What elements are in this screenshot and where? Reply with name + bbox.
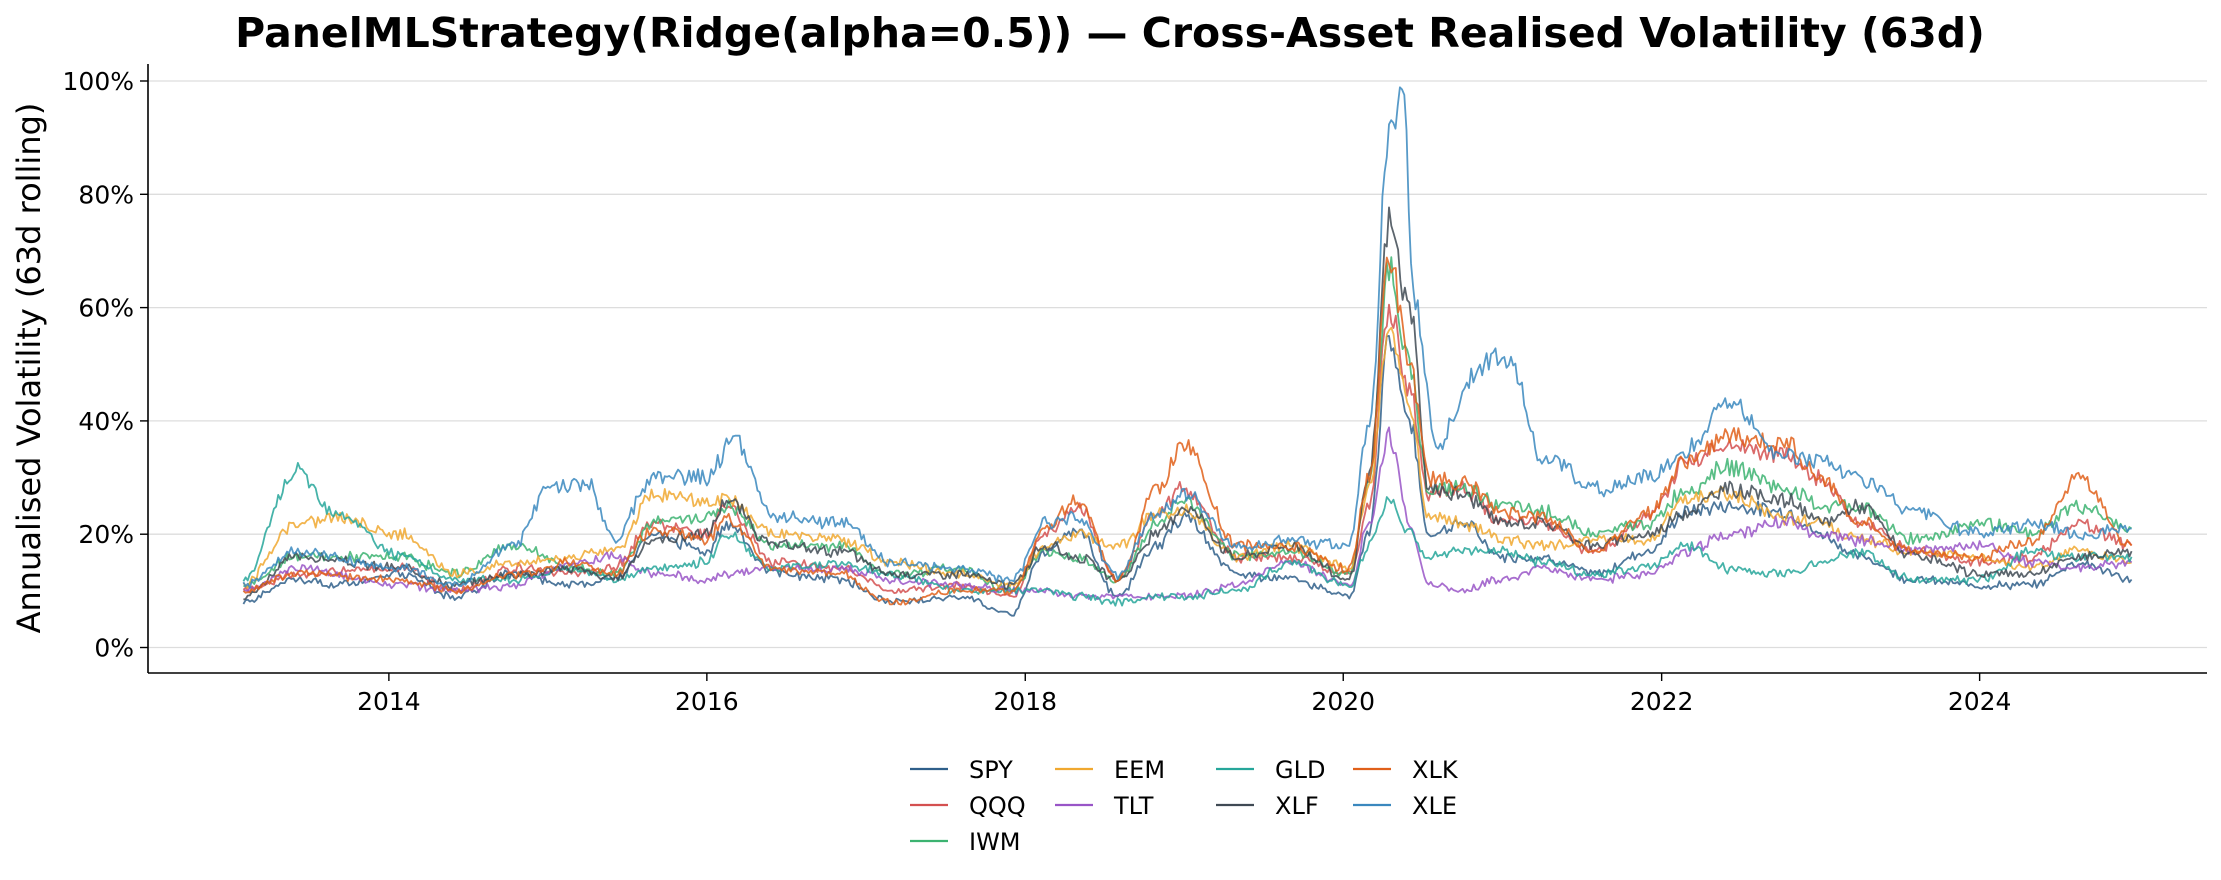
y-tick-label: 100%: [63, 67, 134, 96]
x-tick-label: 2016: [675, 687, 739, 716]
legend-item-gld: GLD: [1216, 756, 1325, 784]
legend-label: TLT: [1113, 792, 1154, 820]
legend-item-spy: SPY: [910, 756, 1013, 784]
y-axis-label: Annualised Volatility (63d rolling): [10, 103, 48, 634]
legend: SPY QQQ IWM EEM TLT GLD XLF XLK XLE: [910, 756, 1459, 856]
legend-item-xlk: XLK: [1353, 756, 1459, 784]
legend-item-iwm: IWM: [910, 828, 1021, 856]
series-line-xle: [242, 86, 2132, 589]
series-line-spy: [242, 335, 2133, 617]
legend-item-tlt: TLT: [1055, 792, 1154, 820]
x-tick-label: 2018: [993, 687, 1057, 716]
legend-label: XLF: [1275, 792, 1319, 820]
legend-label: GLD: [1275, 756, 1325, 784]
axes: 0% 20% 40% 60% 80% 100% 2014 2016 2018 2020 2022 20…: [63, 64, 2207, 716]
y-tick-label: 20%: [78, 520, 134, 549]
legend-label: EEM: [1114, 756, 1165, 784]
series-line-xlf: [243, 206, 2133, 601]
series-line-gld: [242, 462, 2133, 607]
x-tick-label: 2014: [357, 687, 421, 716]
y-tick-label: 60%: [78, 294, 134, 323]
legend-label: IWM: [969, 828, 1021, 856]
x-tick-label: 2024: [1948, 687, 2012, 716]
series-line-eem: [242, 326, 2132, 589]
legend-label: SPY: [969, 756, 1013, 784]
legend-label: XLE: [1412, 792, 1457, 820]
x-tick-label: 2020: [1311, 687, 1375, 716]
legend-item-xle: XLE: [1353, 792, 1457, 820]
gridlines: [148, 80, 2207, 649]
plot-area: [242, 86, 2133, 617]
legend-label: XLK: [1412, 756, 1459, 784]
legend-item-qqq: QQQ: [910, 792, 1026, 820]
y-tick-label: 40%: [78, 407, 134, 436]
series-line-xlk: [242, 256, 2133, 606]
chart-title: PanelMLStrategy(Ridge(alpha=0.5)) — Cros…: [235, 9, 1985, 57]
y-tick-label: 0%: [94, 634, 134, 663]
x-tick-label: 2022: [1630, 687, 1694, 716]
legend-label: QQQ: [969, 792, 1026, 820]
legend-item-xlf: XLF: [1216, 792, 1319, 820]
y-tick-label: 80%: [78, 180, 134, 209]
legend-item-eem: EEM: [1055, 756, 1165, 784]
